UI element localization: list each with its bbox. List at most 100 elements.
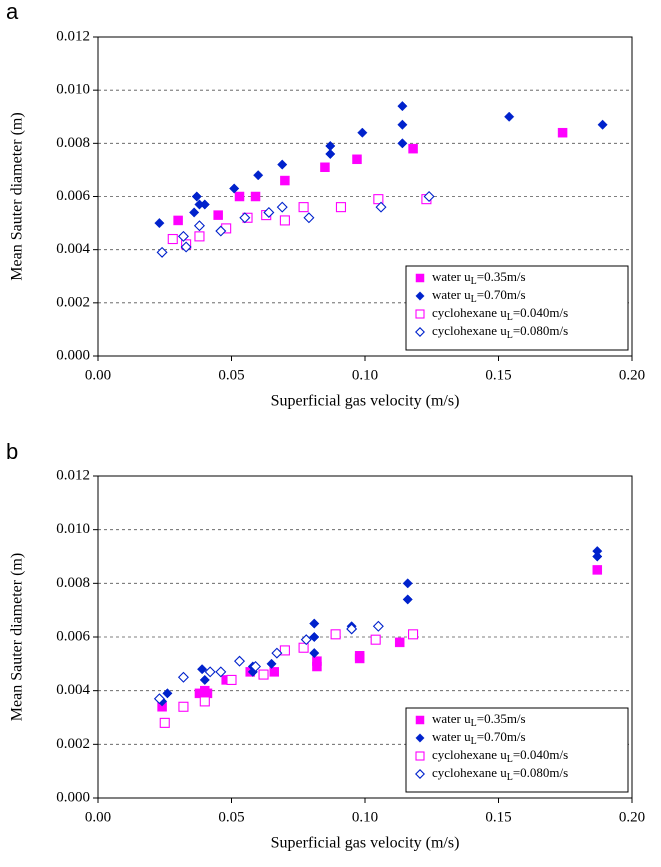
legend-marker [415, 273, 425, 283]
x-tick-label: 0.20 [619, 367, 645, 383]
legend-marker [415, 751, 425, 761]
y-tick-label: 0.004 [56, 682, 90, 698]
point [597, 119, 608, 130]
legend-marker [415, 733, 425, 743]
point [204, 666, 216, 678]
point [154, 218, 165, 229]
point [258, 669, 269, 680]
y-tick-label: 0.012 [56, 467, 90, 483]
legend-box [405, 265, 629, 351]
legend-label: water uL=0.35m/s [432, 711, 526, 729]
y-tick-label: 0.004 [56, 241, 90, 257]
point [266, 658, 277, 669]
legend-label: cyclohexane uL=0.080m/s [432, 765, 568, 783]
y-axis-label: Mean Sauter diameter (m) [9, 553, 26, 721]
point [253, 170, 264, 181]
point [194, 231, 205, 242]
point [373, 194, 384, 205]
point [423, 190, 435, 203]
point [215, 225, 227, 237]
x-axis-label: Superficial gas velocity (m/s) [271, 393, 460, 410]
legend-label: cyclohexane uL=0.040m/s [432, 747, 568, 765]
point [504, 111, 515, 122]
point [309, 648, 320, 659]
point [397, 119, 408, 130]
point [375, 201, 387, 213]
point [277, 159, 288, 170]
point [372, 620, 384, 632]
x-tick-label: 0.15 [485, 367, 511, 383]
point [330, 629, 341, 640]
legend-label: water uL=0.70m/s [432, 287, 526, 305]
point [357, 127, 368, 138]
point [177, 230, 189, 242]
point [173, 215, 183, 226]
point [309, 631, 320, 643]
y-axis-label: Mean Sauter diameter (m) [9, 112, 26, 280]
point [153, 693, 165, 705]
point [239, 212, 251, 224]
point [320, 162, 330, 173]
point [199, 674, 210, 686]
point [215, 666, 227, 678]
point [189, 207, 200, 218]
point [370, 634, 381, 645]
y-tick-label: 0.008 [56, 575, 90, 591]
point [191, 191, 202, 202]
point [193, 220, 205, 232]
point [271, 647, 283, 659]
legend-label: water uL=0.70m/s [432, 729, 526, 747]
x-tick-label: 0.10 [352, 809, 378, 825]
y-tick-label: 0.010 [56, 521, 90, 537]
legend-box [405, 707, 629, 793]
x-tick-label: 0.15 [485, 809, 511, 825]
point [325, 148, 336, 160]
point [402, 594, 413, 605]
point [276, 201, 288, 213]
point [250, 191, 261, 202]
point [263, 206, 275, 218]
legend-marker [415, 291, 425, 301]
point [178, 701, 189, 712]
legend-marker [415, 309, 425, 319]
point [279, 215, 290, 226]
point [408, 143, 418, 154]
x-axis-label: Superficial gas velocity (m/s) [271, 835, 460, 852]
legend-marker [415, 327, 425, 337]
point [397, 138, 408, 149]
point [309, 618, 320, 629]
point [162, 688, 173, 699]
point [557, 127, 568, 138]
point [280, 175, 290, 186]
point [298, 642, 309, 653]
point [226, 674, 237, 685]
point [394, 637, 405, 648]
point [213, 210, 223, 220]
y-tick-label: 0.006 [56, 188, 90, 204]
point [199, 696, 210, 707]
y-tick-label: 0.006 [56, 628, 90, 644]
y-tick-label: 0.008 [56, 135, 90, 151]
x-tick-label: 0.00 [85, 367, 111, 383]
y-tick-label: 0.002 [56, 294, 90, 310]
legend-label: water uL=0.35m/s [432, 269, 526, 287]
y-tick-label: 0.000 [56, 347, 90, 363]
x-tick-label: 0.05 [218, 809, 244, 825]
legend-label: cyclohexane uL=0.080m/s [432, 323, 568, 341]
point [234, 191, 245, 202]
panel-label: a [6, 0, 19, 24]
x-tick-label: 0.20 [619, 809, 645, 825]
point [303, 212, 315, 224]
point [250, 661, 262, 673]
point [177, 671, 189, 683]
point [229, 183, 240, 194]
x-tick-label: 0.10 [352, 367, 378, 383]
x-tick-label: 0.05 [218, 367, 244, 383]
point [159, 717, 170, 728]
y-tick-label: 0.010 [56, 82, 90, 98]
point [325, 140, 336, 152]
point [352, 154, 362, 165]
point [592, 551, 603, 562]
